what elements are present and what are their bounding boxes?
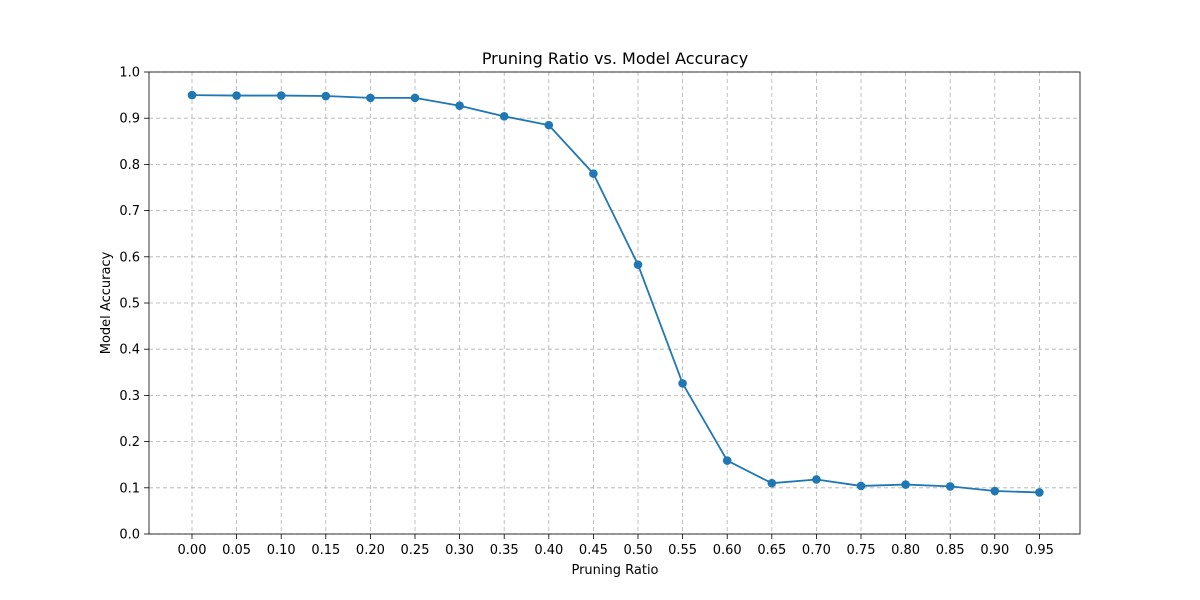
x-tick-label: 0.20 [356,543,385,558]
x-tick-label: 0.40 [534,543,563,558]
x-tick-label: 0.70 [802,543,831,558]
y-tick-label: 0.4 [119,343,140,358]
x-tick-label: 0.15 [311,543,340,558]
y-tick-label: 0.5 [119,297,140,312]
axes: 0.00 0.05 0.10 0.15 0.20 0.25 0.30 0.35 0.40 0.45… [119,66,1081,558]
x-tick-label: 0.90 [980,543,1009,558]
y-tick-label: 0.0 [119,528,140,543]
x-tick-label: 0.25 [401,543,430,558]
x-tick-label: 0.10 [267,543,296,558]
data-point [990,486,1000,496]
data-point [321,91,331,101]
y-tick-label: 0.6 [119,250,140,265]
data-point [232,91,241,100]
y-tick-label: 0.8 [119,158,140,173]
x-tick-label: 0.35 [490,543,519,558]
data-point [901,480,910,489]
y-tick-label: 0.2 [119,435,140,450]
y-tick-label: 1.0 [119,66,140,81]
data-point [544,120,554,130]
x-tick-label: 0.05 [222,543,251,558]
data-point [1035,488,1044,497]
data-point [722,456,732,465]
data-point [856,481,866,491]
data-point [187,90,197,100]
x-tick-label: 0.55 [668,543,697,558]
x-tick-label: 0.95 [1025,543,1054,558]
data-point [499,112,509,121]
grid [149,71,1080,535]
series-line [191,94,1040,494]
x-tick-label: 0.75 [847,543,876,558]
x-tick-label: 0.45 [579,543,608,558]
series [187,90,1044,497]
x-tick-label: 0.85 [936,543,965,558]
y-axis-label: Model Accuracy [99,251,114,354]
x-tick-label: 0.00 [178,543,207,558]
y-tick-label: 0.7 [119,204,140,219]
y-tick-label: 0.1 [119,481,140,496]
data-point [767,478,777,488]
y-tick-label: 0.3 [119,389,140,404]
x-tick-label: 0.50 [624,543,653,558]
y-tick-label: 0.9 [119,112,140,127]
x-tick-label: 0.30 [445,543,474,558]
data-point [589,169,598,178]
data-point [633,260,643,269]
data-point [276,91,286,100]
x-tick-label: 0.60 [713,543,742,558]
x-tick-label: 0.65 [757,543,786,558]
data-point [812,475,821,484]
data-point [366,93,375,103]
data-point [410,93,420,103]
x-tick-label: 0.80 [891,543,920,558]
chart-title: Pruning Ratio vs. Model Accuracy [482,49,748,68]
data-point [455,101,464,111]
x-axis-label: Pruning Ratio [571,563,658,578]
data-point [945,482,955,491]
labels: Pruning Ratio vs. Model Accuracy Pruning… [99,49,748,578]
data-point [678,379,687,388]
plot-frame [148,71,1081,535]
